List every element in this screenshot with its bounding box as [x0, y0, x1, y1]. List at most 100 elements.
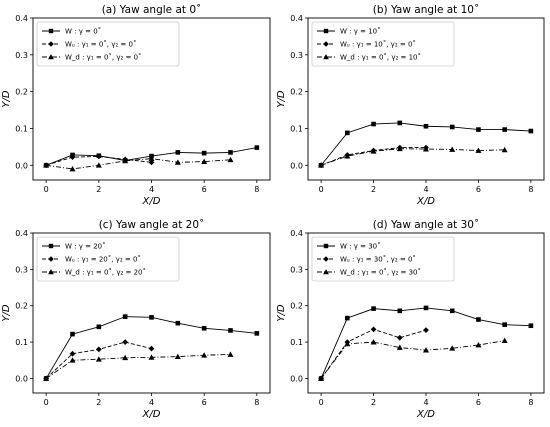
- y-tick-label: 0.1: [290, 124, 303, 133]
- series-line: [320, 307, 531, 379]
- data-point: [396, 145, 403, 152]
- series-line: [45, 354, 231, 379]
- data-point: [95, 346, 102, 353]
- data-point: [528, 128, 534, 134]
- y-axis-label: Y/D: [1, 90, 12, 107]
- legend-label: W_d : γ₁ = 0˚, γ₂ = 30˚: [340, 269, 421, 277]
- x-tick-label: 6: [476, 398, 481, 407]
- x-axis-label: X/D: [142, 409, 161, 420]
- data-point: [174, 159, 181, 165]
- data-point: [95, 153, 102, 160]
- data-point: [423, 347, 429, 353]
- legend-swatch-marker: [48, 269, 54, 275]
- x-tick-label: 4: [149, 398, 154, 407]
- data-point: [370, 148, 377, 154]
- data-point: [528, 323, 534, 329]
- data-point: [370, 339, 377, 345]
- data-point: [397, 308, 403, 314]
- data-point: [201, 325, 207, 331]
- legend-entry: Wᵤ : γ₁ = 0˚, γ₂ = 0˚: [42, 41, 136, 49]
- x-axis-label: X/D: [142, 196, 161, 207]
- legend-swatch-marker: [323, 41, 329, 47]
- x-tick-label: 2: [371, 398, 376, 407]
- y-tick-label: 0.2: [290, 88, 303, 97]
- data-point: [475, 342, 482, 348]
- data-point: [344, 153, 351, 159]
- data-point: [175, 150, 181, 155]
- legend-entry: W_d : γ₁ = 0˚, γ₂ = 20˚: [42, 269, 146, 277]
- legend-box: [311, 21, 455, 67]
- legend-swatch-marker: [48, 256, 54, 262]
- data-point: [396, 344, 403, 350]
- data-point: [175, 320, 181, 326]
- data-point: [397, 120, 403, 126]
- x-tick-label: 4: [149, 185, 154, 194]
- x-tick-label: 8: [528, 185, 533, 194]
- legend-swatch-marker: [323, 28, 329, 34]
- x-tick-label: 2: [371, 185, 376, 194]
- series-1: [318, 120, 534, 168]
- legend-label: W : γ = 30˚: [340, 243, 381, 251]
- data-point: [371, 121, 376, 127]
- legend-entry: Wᵤ : γ₁ = 10˚, γ₂ = 0˚: [317, 41, 416, 49]
- x-tick-label: 0: [44, 398, 49, 407]
- series-line: [320, 328, 427, 379]
- legend-swatch-marker: [48, 54, 54, 60]
- y-tick-label: 0.1: [15, 338, 28, 347]
- data-point: [423, 123, 429, 129]
- data-point: [95, 356, 102, 362]
- data-point: [318, 162, 325, 168]
- data-point: [370, 326, 377, 333]
- legend-entry: W : γ = 0˚: [42, 28, 101, 36]
- legend-entry: W : γ = 30˚: [317, 243, 381, 251]
- series-3: [43, 351, 234, 381]
- data-point: [122, 314, 128, 319]
- y-tick-label: 0.3: [15, 51, 28, 60]
- data-point: [318, 375, 325, 381]
- data-point: [345, 130, 350, 136]
- y-tick-label: 0.0: [290, 374, 303, 383]
- data-point: [96, 324, 102, 330]
- data-point: [475, 147, 482, 153]
- legend-label: W : γ = 20˚: [65, 243, 106, 251]
- data-point: [174, 353, 181, 360]
- data-point: [201, 158, 208, 164]
- y-tick-label: 0.4: [15, 14, 28, 23]
- chart-title: (b) Yaw angle at 10˚: [373, 4, 480, 16]
- data-point: [502, 127, 507, 132]
- legend-entry: Wᵤ : γ₁ = 30˚, γ₂ = 0˚: [317, 256, 416, 264]
- data-point: [476, 127, 481, 132]
- legend-label: Wᵤ : γ₁ = 30˚, γ₂ = 0˚: [340, 256, 416, 264]
- x-tick-label: 2: [96, 185, 101, 194]
- y-axis-label: Y/D: [1, 304, 12, 321]
- plot-frame: [307, 17, 545, 181]
- legend-box: [36, 236, 180, 282]
- legend-swatch-marker: [323, 269, 329, 275]
- legend-label: Wᵤ : γ₁ = 10˚, γ₂ = 0˚: [340, 41, 416, 49]
- y-tick-label: 0.4: [15, 229, 28, 238]
- y-axis-label: Y/D: [276, 304, 287, 321]
- data-point: [476, 317, 481, 322]
- data-point: [43, 162, 50, 168]
- x-axis-label: X/D: [416, 196, 435, 207]
- series-line: [46, 158, 231, 170]
- data-point: [95, 162, 102, 168]
- data-point: [345, 315, 350, 321]
- data-point: [423, 305, 429, 311]
- x-tick-label: 0: [44, 185, 49, 194]
- series-line: [320, 148, 505, 166]
- data-point: [69, 357, 76, 363]
- legend-label: Wᵤ : γ₁ = 0˚, γ₂ = 0˚: [65, 41, 136, 49]
- x-tick-label: 2: [96, 398, 101, 407]
- data-point: [501, 337, 508, 344]
- x-tick-label: 4: [423, 185, 428, 194]
- data-point: [371, 306, 376, 311]
- y-tick-label: 0.4: [290, 229, 303, 238]
- series-3: [43, 155, 234, 172]
- y-tick-label: 0.0: [290, 161, 303, 170]
- legend-box: [36, 21, 180, 67]
- plot-frame: [32, 17, 271, 181]
- data-point: [148, 155, 155, 162]
- x-axis-label: X/D: [416, 409, 435, 420]
- chart-title: (a) Yaw angle at 0˚: [102, 4, 202, 16]
